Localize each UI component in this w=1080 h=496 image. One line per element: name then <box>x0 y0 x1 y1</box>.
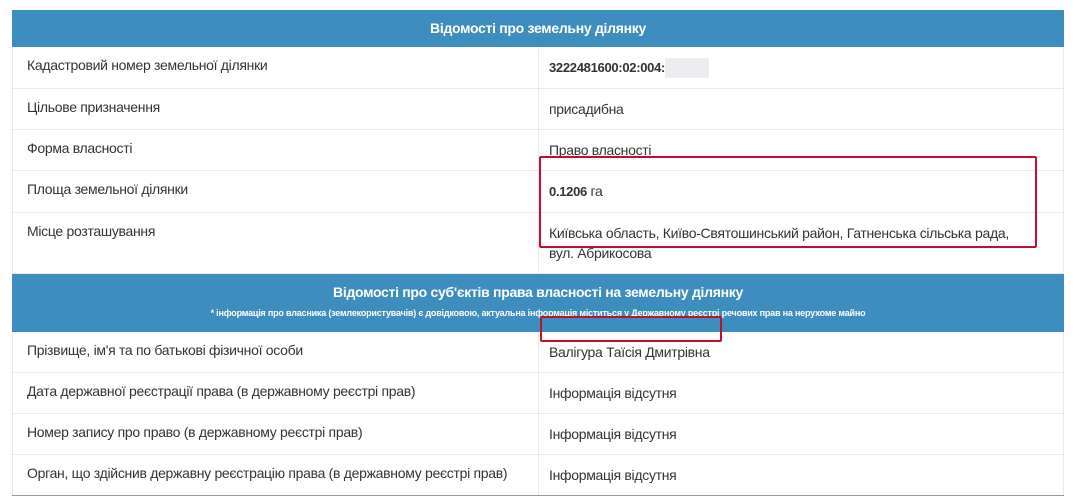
row-value: Право власності <box>539 130 1064 171</box>
redacted-block <box>665 58 710 79</box>
row-label: Кадастровий номер земельної ділянки <box>12 47 539 89</box>
section-note: * інформація про власника (землекористув… <box>210 308 866 319</box>
row-value: 0.1206 га <box>539 171 1064 213</box>
row-label: Місце розташування <box>12 213 539 274</box>
row-label: Орган, що здійснив державну реєстрацію п… <box>12 455 539 496</box>
row-label: Дата державної реєстрації права (в держа… <box>12 373 539 414</box>
table-row: Місце розташування Київська область, Киї… <box>12 213 1064 275</box>
row-value: Валігура Таїсія Дмитрівна <box>539 332 1064 373</box>
land-plot-table: Відомості про земельну ділянку Кадастров… <box>12 10 1064 496</box>
table-row: Форма власності Право власності <box>12 130 1064 172</box>
table-row: Прізвище, ім'я та по батькові фізичної о… <box>12 332 1064 374</box>
row-value: Інформація відсутня <box>539 455 1064 496</box>
row-value: Інформація відсутня <box>539 414 1064 455</box>
row-label: Площа земельної ділянки <box>12 171 539 213</box>
table-row: Орган, що здійснив державну реєстрацію п… <box>12 455 1064 496</box>
table-row: Площа земельної ділянки 0.1206 га <box>12 171 1064 214</box>
row-value: Київська область, Київо-Святошинський ра… <box>539 213 1064 274</box>
row-value: Інформація відсутня <box>539 373 1064 414</box>
table-row: Номер запису про право (в державному реє… <box>12 414 1064 456</box>
area-unit: га <box>586 183 603 200</box>
area-value: 0.1206 <box>549 184 587 200</box>
table-row: Цільове призначення присадибна <box>12 89 1064 131</box>
row-label: Прізвище, ім'я та по батькові фізичної о… <box>12 332 539 373</box>
table-row: Дата державної реєстрації права (в держа… <box>12 373 1064 415</box>
highlight-box-area-location <box>539 156 1037 248</box>
table-row: Кадастровий номер земельної ділянки 3222… <box>12 47 1064 90</box>
row-value: присадибна <box>539 89 1064 130</box>
cadastral-number: 3222481600:02:004: <box>549 60 666 75</box>
row-label: Номер запису про право (в державному реє… <box>12 414 539 455</box>
highlight-box-owner-name <box>540 316 722 342</box>
row-value: 3222481600:02:004: <box>539 47 1064 89</box>
section-header-owners: Відомості про суб'єктів права власності … <box>12 274 1064 333</box>
section-header-land-plot: Відомості про земельну ділянку <box>12 10 1064 47</box>
section-title: Відомості про суб'єктів права власності … <box>333 284 743 301</box>
row-label: Форма власності <box>12 130 539 171</box>
row-label: Цільове призначення <box>12 89 539 130</box>
